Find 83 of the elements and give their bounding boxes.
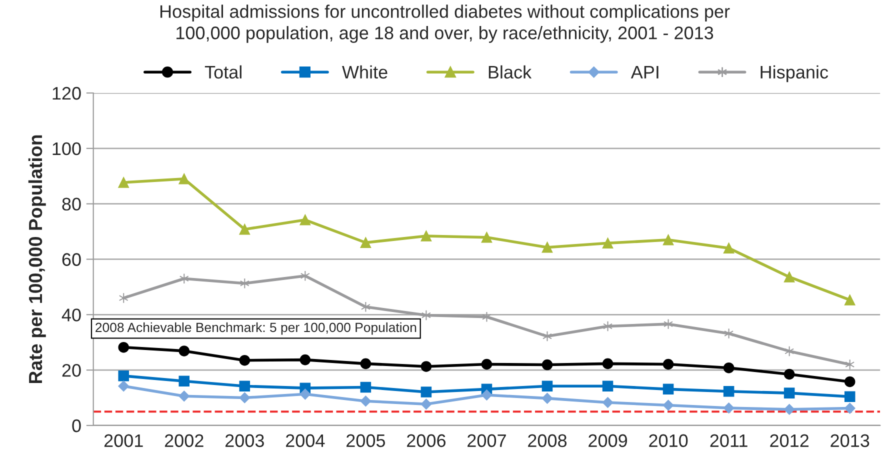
point — [845, 359, 855, 370]
point — [844, 376, 856, 388]
point — [239, 380, 250, 392]
x-tick-label: 2005 — [346, 434, 386, 448]
point — [178, 174, 190, 184]
point — [723, 402, 734, 414]
point — [420, 230, 432, 242]
point — [118, 380, 130, 392]
point — [844, 391, 856, 402]
point — [844, 402, 856, 414]
point — [481, 390, 492, 400]
point — [178, 346, 190, 356]
point — [420, 398, 432, 410]
point — [542, 330, 552, 342]
x-tick-label: 2003 — [225, 434, 264, 448]
x-tick-label: 2001 — [104, 434, 143, 448]
x-tick-label: 2004 — [286, 434, 325, 448]
y-tick-label: 0 — [72, 419, 81, 432]
point — [603, 320, 612, 332]
x-tick-label: 2009 — [588, 434, 627, 448]
point — [723, 362, 734, 374]
chart-title: Hospital admissions for uncontrolled diabetes without complications per 100,000 population, age 18 and over, by race/ethnicity, 2001 - 2013 — [160, 4, 730, 43]
point — [784, 368, 795, 380]
point — [602, 397, 614, 408]
point — [481, 358, 492, 370]
x-tick-label: 2002 — [164, 434, 204, 448]
y-tick-label: 120 — [52, 86, 81, 100]
point — [784, 346, 794, 357]
point — [662, 358, 674, 370]
point — [300, 354, 311, 366]
point — [360, 396, 372, 407]
legend-label: Total — [204, 65, 242, 79]
y-tick-label: 40 — [62, 308, 81, 322]
point — [300, 214, 311, 226]
y-tick-label: 20 — [62, 364, 81, 377]
legend-label: Black — [488, 65, 532, 79]
point — [239, 354, 250, 366]
point — [723, 386, 734, 397]
y-tick-label: 60 — [62, 253, 81, 266]
x-tick-label: 2013 — [830, 434, 870, 448]
point — [360, 302, 370, 312]
legend-label: Hispanic — [760, 65, 828, 82]
legend-label: White — [342, 65, 388, 79]
point — [239, 224, 250, 235]
y-axis-title: Rate per 100,000 Population — [28, 135, 46, 384]
point — [420, 361, 432, 372]
point — [420, 386, 432, 398]
point — [300, 388, 311, 400]
point — [784, 388, 795, 398]
point — [662, 400, 674, 411]
annotation: 2008 Achievable Benchmark: 5 per 100,000 Population — [96, 322, 416, 335]
point — [178, 390, 190, 402]
point — [360, 237, 372, 248]
x-tick-label: 2008 — [528, 434, 567, 448]
point — [844, 294, 856, 306]
point — [662, 384, 674, 395]
point — [239, 392, 250, 404]
point — [360, 382, 372, 393]
y-tick-label: 100 — [52, 142, 81, 156]
point — [602, 358, 614, 370]
point — [542, 359, 553, 370]
point — [602, 380, 614, 392]
point — [662, 234, 674, 246]
point — [602, 238, 614, 249]
point — [723, 242, 734, 254]
x-tick-label: 2012 — [770, 434, 809, 448]
point — [784, 272, 795, 282]
point — [178, 376, 190, 387]
point — [784, 404, 795, 415]
point — [118, 342, 129, 353]
point — [360, 358, 372, 370]
point — [118, 370, 129, 382]
point — [118, 177, 129, 188]
y-tick-label: 80 — [62, 198, 81, 211]
legend-label: API — [630, 66, 658, 78]
x-tick-label: 2010 — [649, 434, 688, 448]
point — [542, 392, 553, 404]
x-tick-label: 2007 — [468, 434, 506, 448]
point — [542, 380, 553, 392]
point — [481, 232, 492, 243]
x-tick-label: 2011 — [710, 434, 748, 448]
point — [542, 242, 553, 253]
x-tick-label: 2006 — [407, 434, 446, 448]
